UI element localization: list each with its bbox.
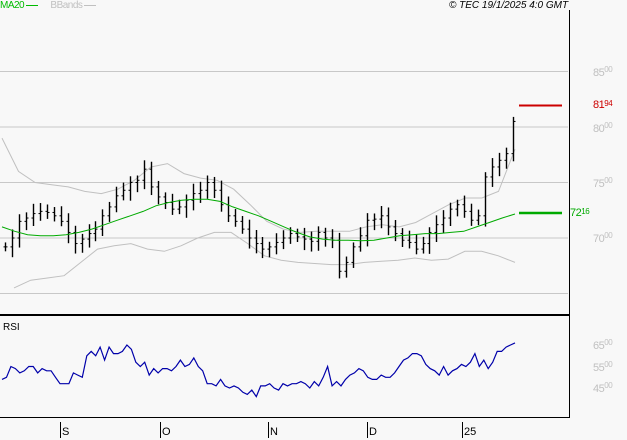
ma20-value-tag: 7216 bbox=[570, 207, 590, 219]
rsi-axis-label: 4500 bbox=[593, 381, 613, 395]
x-axis-label: D bbox=[369, 426, 377, 438]
copyright-timestamp: © TEC 19/1/2025 4:0 GMT bbox=[449, 0, 569, 11]
price-axis-label: 7500 bbox=[593, 176, 613, 190]
rsi-axis-label: 6500 bbox=[593, 338, 613, 352]
ma20-value-sup: 16 bbox=[581, 207, 590, 216]
legend-ma20-swatch bbox=[26, 4, 39, 6]
bbands-lower-line bbox=[13, 231, 516, 289]
price-axis-label: 8500 bbox=[593, 65, 613, 79]
rsi-line bbox=[1, 342, 516, 398]
x-axis-label: N bbox=[270, 426, 278, 438]
last-price-tag: 8194 bbox=[593, 99, 613, 111]
ma20-value-main: 72 bbox=[570, 207, 582, 219]
price-axis-label: 8000 bbox=[593, 121, 613, 135]
legend-bbands: BBands bbox=[50, 0, 83, 11]
x-axis-label: O bbox=[162, 426, 171, 438]
x-axis-label: S bbox=[62, 426, 70, 438]
x-axis-label: 25 bbox=[464, 426, 477, 438]
rsi-panel-title: RSI bbox=[3, 322, 20, 333]
ma20-line bbox=[1, 198, 516, 242]
last-price-sup: 94 bbox=[604, 99, 613, 108]
legend-bbands-swatch bbox=[84, 4, 97, 6]
chart-legend: MA20 BBands bbox=[0, 0, 97, 12]
bbands-upper-line bbox=[1, 137, 516, 233]
last-price-main: 81 bbox=[593, 99, 605, 111]
rsi-axis-label: 5500 bbox=[593, 360, 613, 374]
legend-ma20: MA20 bbox=[0, 0, 25, 11]
price-axis-label: 7000 bbox=[593, 231, 613, 245]
